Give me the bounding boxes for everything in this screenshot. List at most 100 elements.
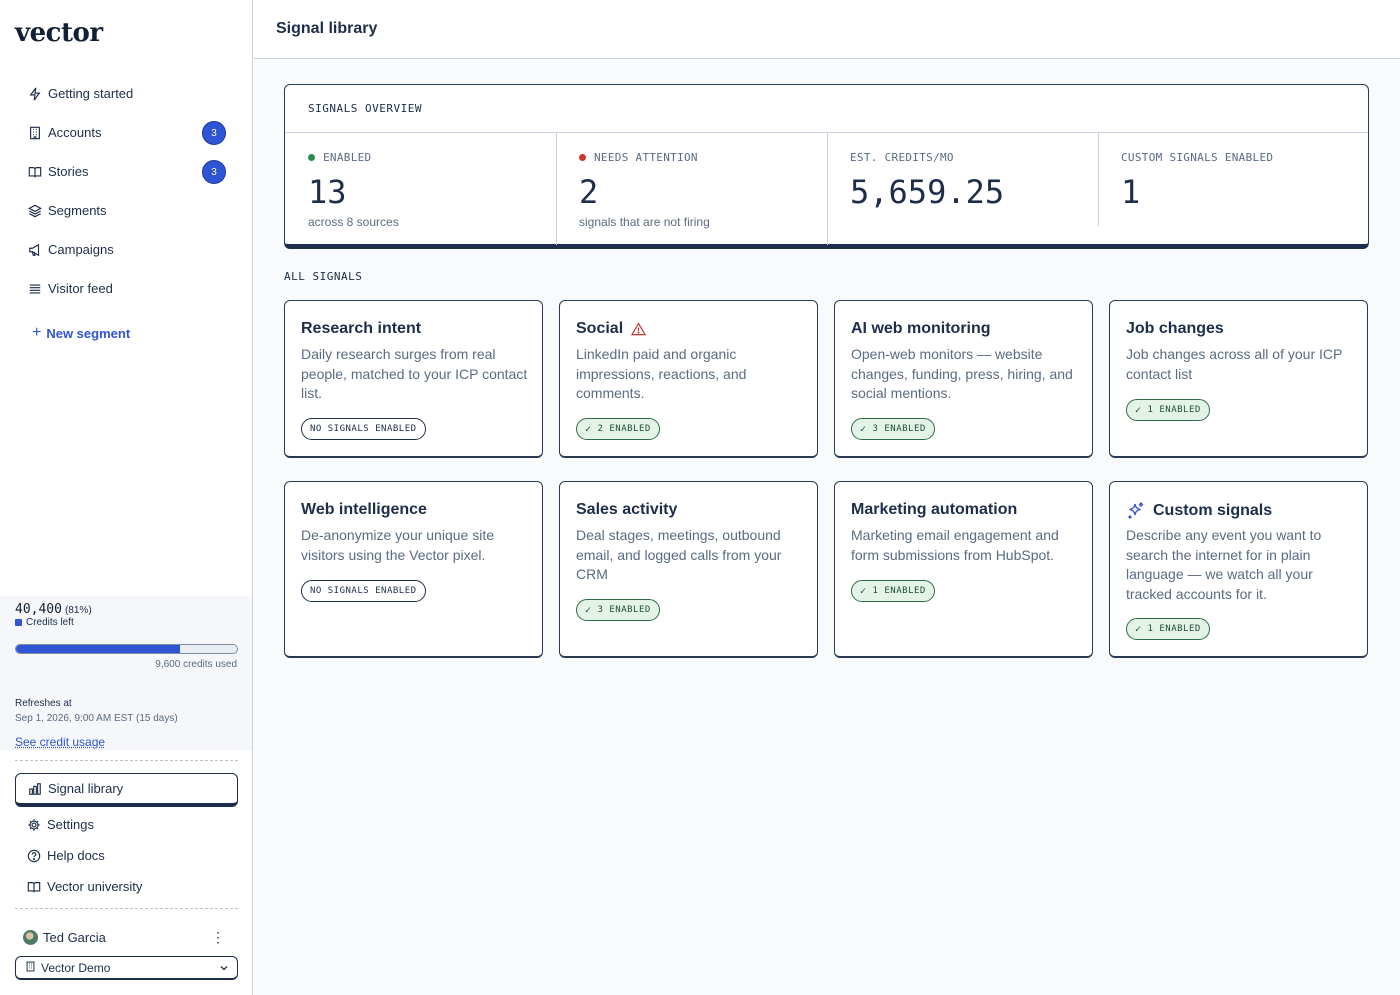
list-icon: [28, 282, 42, 296]
count-badge: 3: [202, 121, 226, 145]
stat-custom-signals: CUSTOM SIGNALS ENABLED 1: [1098, 133, 1369, 245]
card-title: Marketing automation: [851, 501, 1017, 519]
avatar: [23, 929, 38, 945]
sidebar-item-label: Settings: [47, 817, 94, 832]
sidebar-item-label: Visitor feed: [48, 281, 113, 296]
card-title: Custom signals: [1126, 501, 1272, 521]
card-title: Social: [576, 320, 647, 338]
status-badge: ✓ 1 ENABLED: [1126, 399, 1210, 421]
signal-card-marketing-automation[interactable]: Marketing automation Marketing email eng…: [834, 481, 1093, 658]
stat-value: 13: [308, 173, 347, 211]
status-badge: ✓ 2 ENABLED: [576, 418, 660, 440]
help-icon: [27, 849, 41, 863]
refresh-date: Sep 1, 2026, 9:00 AM EST (15 days): [15, 713, 178, 724]
sidebar-item-signal-library[interactable]: Signal library: [15, 773, 238, 807]
card-title-text: Research intent: [301, 320, 422, 337]
stat-value: 1: [1121, 173, 1141, 211]
card-description: Describe any event you want to search th…: [1126, 527, 1322, 602]
user-menu[interactable]: Ted Garcia ⋮: [23, 927, 233, 947]
new-segment-button[interactable]: + New segment: [32, 324, 130, 342]
sidebar: vector Getting started Accounts 3 Storie…: [0, 0, 253, 995]
sidebar-item-campaigns[interactable]: Campaigns: [16, 230, 238, 269]
app-logo[interactable]: vector: [15, 18, 103, 48]
status-badge: ✓ 1 ENABLED: [851, 580, 935, 602]
sidebar-item-vector-university[interactable]: Vector university: [15, 871, 238, 902]
overview-title: SIGNALS OVERVIEW: [308, 102, 422, 115]
signal-card-job-changes[interactable]: Job changes Job changes across all of yo…: [1109, 300, 1368, 458]
sidebar-item-stories[interactable]: Stories 3: [16, 152, 238, 191]
signal-card-ai-web-monitoring[interactable]: AI web monitoring Open-web monitors — we…: [834, 300, 1093, 458]
page-title: Signal library: [276, 20, 378, 37]
gear-icon: [27, 818, 41, 832]
card-title: AI web monitoring: [851, 320, 991, 338]
stat-label: ENABLED: [308, 151, 371, 164]
bar-chart-icon: [28, 782, 42, 796]
card-title-text: Sales activity: [576, 501, 678, 518]
stat-label: NEEDS ATTENTION: [579, 151, 698, 164]
stat-value: 5,659.25: [850, 173, 1005, 211]
sidebar-item-getting-started[interactable]: Getting started: [16, 74, 238, 113]
status-badge-text: 1 ENABLED: [872, 586, 926, 596]
check-icon: ✓: [585, 604, 592, 616]
sidebar-item-visitor-feed[interactable]: Visitor feed: [16, 269, 238, 308]
see-credit-usage-link[interactable]: See credit usage: [15, 735, 106, 749]
signal-card-web-intelligence[interactable]: Web intelligence De-anonymize your uniqu…: [284, 481, 543, 658]
signal-card-research-intent[interactable]: Research intent Daily research surges fr…: [284, 300, 543, 458]
card-title: Sales activity: [576, 501, 677, 519]
sidebar-item-settings[interactable]: Settings: [15, 809, 238, 840]
status-badge: NO SIGNALS ENABLED: [301, 418, 426, 440]
stat-subtext: across 8 sources: [308, 215, 399, 229]
sidebar-item-accounts[interactable]: Accounts 3: [16, 113, 238, 152]
main-nav: Getting started Accounts 3 Stories 3 Seg…: [16, 74, 238, 308]
stat-needs-attention: NEEDS ATTENTION 2 signals that are not f…: [556, 133, 827, 245]
user-name: Ted Garcia: [43, 929, 106, 945]
sidebar-item-help-docs[interactable]: Help docs: [15, 840, 238, 871]
status-badge-text: 1 ENABLED: [1147, 405, 1201, 415]
credits-remaining: 40,400 (81%): [15, 602, 92, 617]
plus-icon: +: [32, 324, 42, 341]
check-icon: ✓: [860, 423, 867, 435]
signal-card-sales-activity[interactable]: Sales activity Deal stages, meetings, ou…: [559, 481, 818, 658]
status-badge: ✓ 3 ENABLED: [576, 599, 660, 621]
credits-panel: 40,400 (81%) Credits left 9,600 credits u…: [0, 596, 252, 750]
signals-overview-panel: SIGNALS OVERVIEW ENABLED 13 across 8 sou…: [284, 84, 1369, 249]
card-description: Daily research surges from real people, …: [301, 346, 528, 401]
section-title: ALL SIGNALS: [284, 270, 363, 283]
bottom-nav: Signal library Settings Help docs Vector…: [15, 773, 238, 902]
card-description: Job changes across all of your ICP conta…: [1126, 346, 1343, 382]
card-description: Deal stages, meetings, outbound email, a…: [576, 527, 782, 582]
sidebar-item-label: Accounts: [48, 125, 102, 140]
card-title: Web intelligence: [301, 501, 427, 519]
credits-remaining-value: 40,400: [15, 602, 62, 617]
status-badge-text: 3 ENABLED: [597, 605, 651, 615]
card-title: Research intent: [301, 320, 421, 338]
more-options-icon[interactable]: ⋮: [211, 929, 225, 945]
sidebar-item-segments[interactable]: Segments: [16, 191, 238, 230]
card-description: Open-web monitors — website changes, fun…: [851, 346, 1073, 401]
sidebar-item-label: Help docs: [47, 848, 105, 863]
main-content: Signal library SIGNALS OVERVIEW ENABLED …: [254, 0, 1400, 995]
card-title-text: Job changes: [1126, 320, 1224, 337]
card-description: LinkedIn paid and organic impressions, r…: [576, 346, 747, 401]
building-icon: [28, 126, 42, 140]
credits-percent: (81%): [64, 605, 92, 616]
card-title-text: Marketing automation: [851, 501, 1018, 518]
card-title-text: Custom signals: [1153, 502, 1273, 519]
card-title: Job changes: [1126, 320, 1224, 338]
check-icon: ✓: [1135, 623, 1142, 635]
legend-swatch: [15, 619, 22, 626]
check-icon: ✓: [585, 423, 592, 435]
status-badge: ✓ 3 ENABLED: [851, 418, 935, 440]
stat-enabled: ENABLED 13 across 8 sources: [285, 133, 556, 245]
credits-label: Credits left: [15, 617, 74, 628]
sidebar-item-label: Signal library: [48, 781, 124, 796]
divider: [556, 133, 557, 245]
warning-icon: [631, 322, 647, 336]
signal-card-social[interactable]: Social LinkedIn paid and organic impress…: [559, 300, 818, 458]
divider: [15, 908, 238, 909]
workspace-selector[interactable]: Vector Demo: [15, 956, 238, 980]
stat-label-text: ENABLED: [323, 151, 372, 164]
new-segment-label: New segment: [46, 325, 131, 341]
signal-card-custom-signals[interactable]: Custom signals Describe any event you wa…: [1109, 481, 1368, 658]
sidebar-item-label: Getting started: [48, 86, 134, 101]
